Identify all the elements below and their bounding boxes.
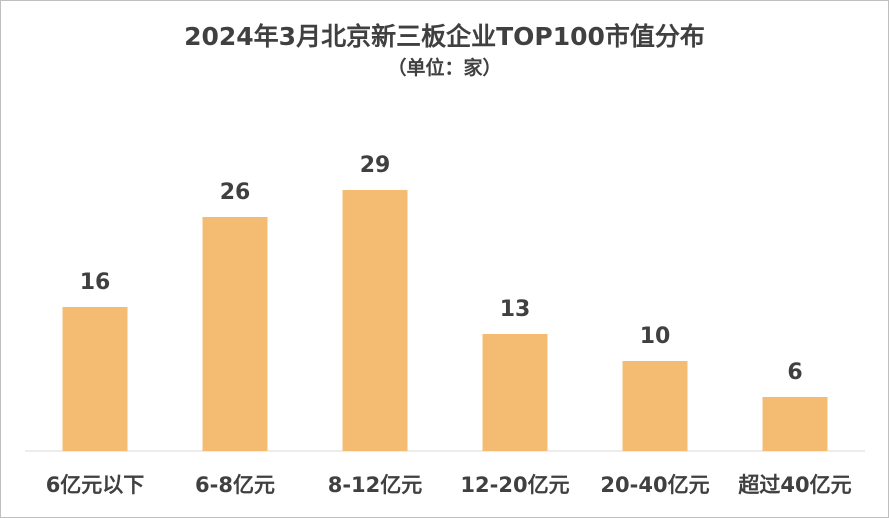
value-label-3: 13	[500, 297, 531, 322]
bars-group	[62, 190, 828, 451]
value-label-2: 29	[360, 153, 391, 178]
tick-labels-group: 6亿元以下 6-8亿元 8-12亿元 12-20亿元 20-40亿元 超过40亿元	[46, 473, 852, 497]
x-tick-label-1: 6-8亿元	[195, 473, 275, 497]
bar-1	[202, 217, 268, 451]
value-label-1: 26	[220, 180, 251, 205]
value-labels-group: 16 26 29 13 10 6	[80, 153, 803, 385]
value-label-0: 16	[80, 270, 111, 295]
chart-title: 2024年3月北京新三板企业TOP100市值分布	[184, 22, 705, 51]
bar-3	[482, 334, 548, 451]
bar-5	[762, 397, 828, 451]
x-tick-label-4: 20-40亿元	[600, 473, 709, 497]
bar-0	[62, 307, 128, 451]
bar-4	[622, 361, 688, 451]
value-label-4: 10	[640, 324, 671, 349]
x-tick-label-0: 6亿元以下	[46, 473, 145, 497]
chart-subtitle: （单位：家）	[387, 57, 502, 79]
x-tick-label-5: 超过40亿元	[738, 473, 851, 497]
value-label-5: 6	[787, 360, 802, 385]
bar-2	[342, 190, 408, 451]
x-tick-label-3: 12-20亿元	[460, 473, 569, 497]
x-tick-label-2: 8-12亿元	[328, 473, 423, 497]
